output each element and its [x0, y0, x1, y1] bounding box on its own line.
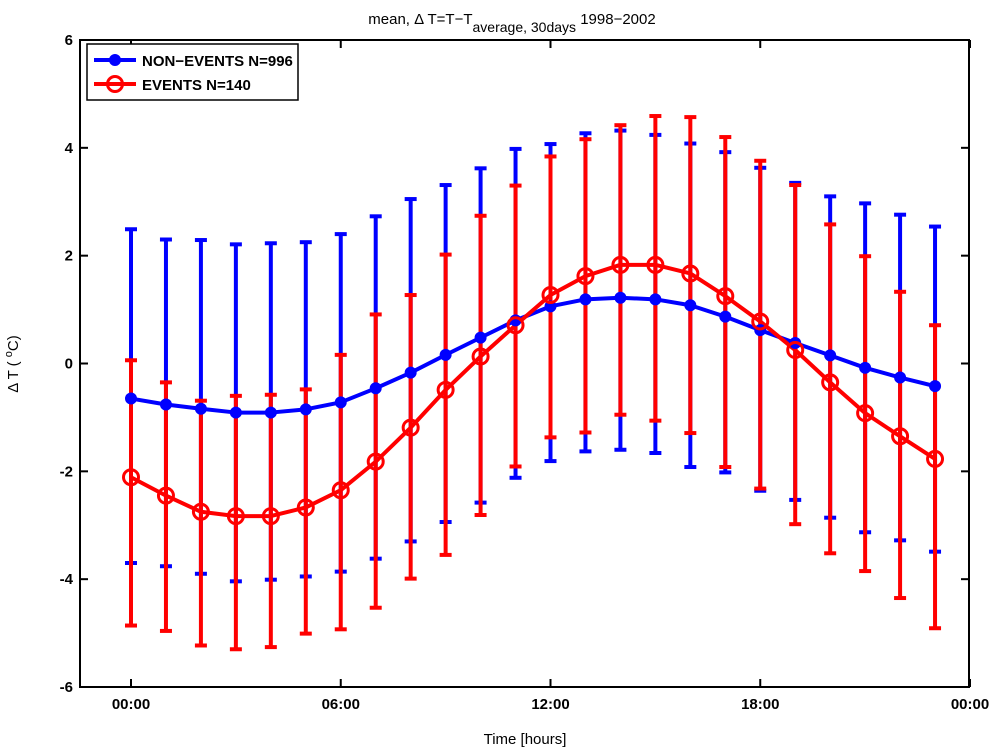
data-point-events	[646, 255, 665, 274]
data-point-events	[156, 486, 175, 505]
error-bar-events	[929, 323, 942, 631]
legend: NON−EVENTS N=996 EVENTS N=140	[86, 43, 299, 101]
legend-marker-events	[106, 75, 124, 93]
data-point-events	[436, 380, 455, 399]
data-point-events	[751, 312, 770, 331]
x-axis-label: Time [hours]	[484, 731, 567, 748]
y-axis-label-main: Δ T (	[5, 357, 22, 393]
data-point-events	[716, 287, 735, 306]
legend-label-events: EVENTS N=140	[142, 77, 251, 94]
data-point-non-events	[299, 403, 312, 416]
y-axis-label-degree: o	[3, 351, 15, 357]
series-line-events	[130, 262, 937, 519]
data-point-events	[401, 418, 420, 437]
y-tick-label: 4	[65, 140, 74, 157]
data-point-events	[506, 316, 525, 335]
data-point-non-events	[264, 406, 277, 419]
data-point-events	[786, 341, 805, 360]
data-point-events	[681, 264, 700, 283]
data-point-non-events	[824, 349, 837, 362]
legend-marker-non-events	[109, 54, 121, 66]
data-point-non-events	[614, 291, 627, 304]
data-point-non-events	[684, 299, 697, 312]
error-bar-events	[649, 114, 662, 423]
ticks-layer: -6 -4 -2 0 2 4 6 00:00 06:00 12:00 18:00 00:00	[60, 32, 990, 713]
legend-box	[86, 43, 299, 101]
title-suffix: 1998−2002	[576, 11, 656, 28]
y-tick-label: -6	[60, 679, 73, 696]
y-axis-label: Δ T ( oC)	[3, 335, 22, 393]
error-bars-layer	[125, 114, 942, 652]
data-point-events	[296, 498, 315, 517]
data-point-events	[856, 404, 875, 423]
data-point-events	[122, 468, 140, 487]
error-bar-events	[439, 252, 452, 557]
title-subscript: average, 30days	[473, 19, 577, 35]
x-tick-label: 06:00	[322, 696, 360, 713]
data-point-non-events	[719, 310, 732, 323]
chart-title: mean, Δ T=T−Taverage, 30days 1998−2002	[368, 11, 655, 35]
plot-frame	[79, 39, 970, 688]
data-point-events	[331, 481, 350, 500]
data-point-non-events	[194, 402, 207, 415]
error-bar-events	[719, 135, 732, 470]
data-point-non-events	[579, 293, 592, 306]
title-prefix: mean, Δ T=T−T	[368, 11, 472, 28]
data-point-non-events	[369, 382, 382, 395]
x-tick-label: 12:00	[531, 696, 569, 713]
y-tick-label: -2	[60, 463, 73, 480]
data-point-events	[576, 267, 595, 286]
y-axis-label-unit: C)	[5, 335, 22, 351]
data-point-non-events	[894, 371, 907, 384]
series-line-non-events	[130, 295, 936, 415]
data-point-non-events	[229, 406, 242, 419]
data-point-non-events	[334, 396, 347, 409]
error-bar-events	[579, 137, 592, 435]
y-tick-label: 0	[65, 356, 73, 373]
data-point-events	[366, 452, 385, 471]
data-point-events	[926, 449, 945, 468]
x-tick-label: 18:00	[741, 696, 779, 713]
legend-label-non-events: NON−EVENTS N=996	[142, 53, 293, 70]
y-tick-label: 6	[65, 32, 73, 49]
data-point-non-events	[125, 392, 137, 405]
data-point-events	[821, 373, 840, 392]
data-point-events	[226, 507, 245, 526]
data-point-non-events	[159, 398, 172, 411]
data-point-events	[541, 286, 560, 305]
data-point-events	[611, 255, 630, 274]
error-bar-events	[159, 380, 172, 633]
data-point-non-events	[929, 380, 942, 393]
error-bar-events	[614, 123, 627, 417]
y-tick-label: -4	[60, 571, 74, 588]
error-bar-events	[299, 387, 312, 636]
data-point-non-events	[859, 361, 872, 374]
error-bar-events	[404, 293, 417, 581]
data-point-events	[891, 427, 910, 446]
x-tick-label: 00:00	[951, 696, 989, 713]
error-bar-events	[789, 183, 802, 527]
data-point-non-events	[474, 331, 487, 344]
error-bar-events	[264, 392, 277, 650]
data-point-non-events	[649, 293, 662, 306]
y-tick-label: 2	[65, 248, 73, 265]
lines-layer	[130, 262, 937, 519]
data-point-non-events	[404, 366, 417, 379]
markers-layer	[122, 255, 945, 526]
error-bar-events	[194, 398, 207, 648]
x-tick-label: 00:00	[112, 696, 150, 713]
data-point-events	[471, 347, 490, 366]
data-point-events	[191, 502, 210, 521]
data-point-non-events	[439, 348, 452, 361]
data-point-events	[261, 507, 280, 526]
